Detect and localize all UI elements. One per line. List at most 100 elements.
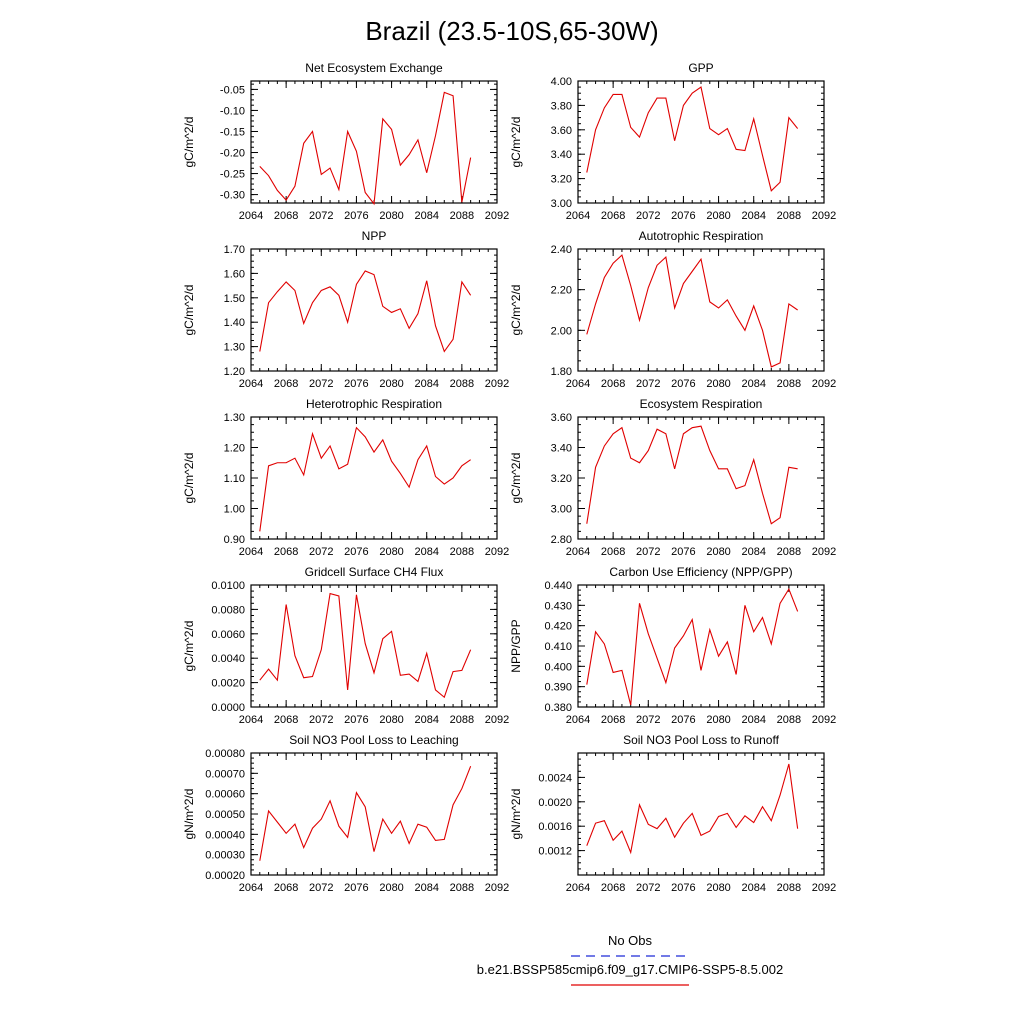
y-tick-label: 3.20 [551,174,572,186]
panel-title: NPP [362,229,387,243]
x-tick-label: 2068 [274,378,298,390]
legend: No Obs b.e21.BSSP585cmip6.f09_g17.CMIP6-… [477,933,783,986]
x-tick-label: 2064 [239,714,263,726]
x-tick-label: 2092 [485,882,509,894]
x-tick-label: 2068 [601,882,625,894]
x-tick-label: 2064 [239,210,263,222]
chart-panel-5: 2064 2068 2072 2076 2080 2084 2088 2092 2.80 3.00… [509,397,836,558]
y-tick-label: 0.90 [224,534,245,546]
x-tick-label: 2064 [566,210,590,222]
x-tick-label: 2088 [777,546,801,558]
x-tick-label: 2080 [706,546,730,558]
panel-title: Ecosystem Respiration [640,397,763,411]
y-tick-label: 0.440 [544,580,572,592]
x-tick-label: 2072 [636,378,660,390]
y-tick-label: 3.60 [551,412,572,424]
y-tick-label: 1.30 [224,342,245,354]
panel-title: Net Ecosystem Exchange [305,61,443,75]
chart-panel-0: 2064 2068 2072 2076 2080 2084 2088 2092 -0.30 -0.… [182,61,509,222]
x-tick-label: 2084 [414,210,438,222]
x-tick-label: 2068 [274,714,298,726]
x-tick-label: 2076 [344,210,368,222]
x-tick-label: 2084 [414,546,438,558]
y-tick-label: -0.25 [220,169,245,181]
plot-frame [250,584,498,708]
x-tick-label: 2064 [239,546,263,558]
plot-frame [577,248,825,372]
x-tick-label: 2064 [566,378,590,390]
y-tick-label: 1.70 [224,244,245,256]
x-tick-label: 2076 [671,210,695,222]
x-tick-label: 2076 [671,546,695,558]
y-axis-label: gC/m^2/d [509,453,523,504]
plot-frame [250,248,498,372]
y-tick-label: 3.40 [551,443,572,455]
series-line-0 [259,426,471,532]
y-axis-label: gN/m^2/d [509,789,523,840]
x-tick-label: 2084 [741,378,765,390]
chart-panel-9: 2064 2068 2072 2076 2080 2084 2088 2092 0.0012 0.… [509,733,836,894]
x-tick-label: 2080 [379,546,403,558]
x-tick-label: 2072 [636,546,660,558]
y-tick-label: 2.00 [551,325,572,337]
x-tick-label: 2084 [414,882,438,894]
x-tick-label: 2092 [812,546,836,558]
y-axis-label: gC/m^2/d [509,117,523,168]
y-tick-label: 0.390 [544,682,572,694]
x-tick-label: 2088 [777,882,801,894]
series-line-0 [259,592,472,699]
y-axis-label: NPP/GPP [509,619,523,672]
y-tick-label: 0.0040 [211,653,245,665]
x-tick-label: 2076 [671,378,695,390]
x-tick-label: 2092 [812,882,836,894]
series-line-0 [259,91,472,206]
x-tick-label: 2084 [741,882,765,894]
x-tick-label: 2088 [777,210,801,222]
x-tick-label: 2092 [485,378,509,390]
panel-title: Soil NO3 Pool Loss to Leaching [289,733,458,747]
y-tick-label: 0.0012 [538,846,572,858]
series-line-0 [586,587,799,706]
x-tick-label: 2084 [741,546,765,558]
y-axis-label: gC/m^2/d [182,117,196,168]
y-tick-label: 0.0024 [538,772,572,784]
panel-title: Carbon Use Efficiency (NPP/GPP) [609,565,792,579]
y-tick-label: 1.40 [224,317,245,329]
y-tick-label: 0.00060 [205,789,245,801]
y-tick-label: 1.20 [224,443,245,455]
x-tick-label: 2088 [450,378,474,390]
x-tick-label: 2092 [485,714,509,726]
y-tick-label: 0.00050 [205,809,245,821]
x-tick-label: 2064 [566,546,590,558]
x-tick-label: 2064 [566,714,590,726]
series-line-0 [586,425,798,525]
y-tick-label: 4.00 [551,76,572,88]
x-tick-label: 2072 [636,714,660,726]
x-tick-label: 2088 [450,546,474,558]
y-tick-label: 0.0016 [538,821,572,833]
x-tick-label: 2084 [741,714,765,726]
plot-frame [250,416,498,540]
y-tick-label: 1.80 [551,366,572,378]
chart-panel-8: 2064 2068 2072 2076 2080 2084 2088 2092 0.00020 0… [182,733,509,894]
y-tick-label: 1.10 [224,473,245,485]
x-tick-label: 2088 [777,714,801,726]
x-tick-label: 2068 [601,210,625,222]
x-tick-label: 2064 [566,882,590,894]
x-tick-label: 2072 [636,210,660,222]
y-tick-label: -0.10 [220,105,245,117]
y-tick-label: 3.00 [551,198,572,210]
chart-panel-1: 2064 2068 2072 2076 2080 2084 2088 2092 3.00 3.20… [509,61,836,222]
legend-label-obs: No Obs [608,933,653,948]
y-tick-label: 0.00020 [205,870,245,882]
x-tick-label: 2092 [485,546,509,558]
panel-title: Soil NO3 Pool Loss to Runoff [623,733,780,747]
x-tick-label: 2080 [379,210,403,222]
chart-panel-7: 2064 2068 2072 2076 2080 2084 2088 2092 0.380 0.3… [509,565,836,726]
y-tick-label: 0.430 [544,600,572,612]
x-tick-label: 2072 [636,882,660,894]
y-tick-label: 0.00040 [205,829,245,841]
y-tick-label: 3.40 [551,149,572,161]
y-tick-label: 3.00 [551,504,572,516]
